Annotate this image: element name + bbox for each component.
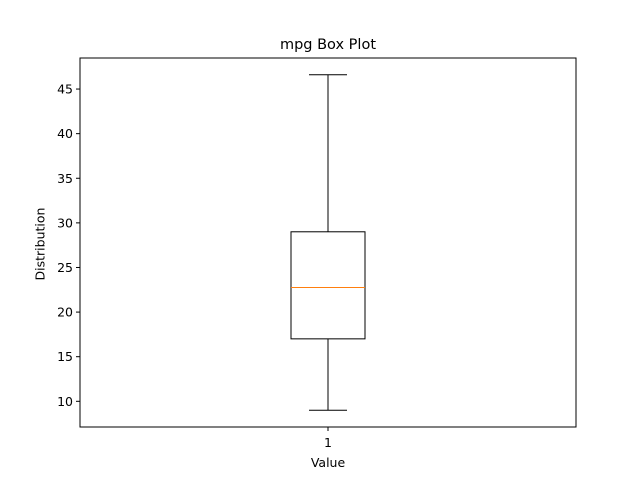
- y-tick-label: 45: [57, 82, 73, 97]
- y-axis-ticks: 10 15 20 25 30 35 40 45: [57, 82, 80, 409]
- y-tick-label: 25: [57, 260, 73, 275]
- y-axis-label: Distribution: [33, 208, 48, 281]
- chart-title: mpg Box Plot: [280, 37, 376, 53]
- x-tick-label: 1: [324, 435, 332, 450]
- iqr-box: [290, 231, 366, 340]
- y-tick-label: 20: [57, 305, 73, 320]
- y-tick-label: 30: [57, 215, 73, 230]
- y-tick-label: 10: [57, 394, 73, 409]
- plot-area-frame: [79, 57, 577, 428]
- y-tick-label: 35: [57, 171, 73, 186]
- y-tick-label: 15: [57, 349, 73, 364]
- x-axis-label: Value: [311, 455, 346, 470]
- box-series: [290, 74, 366, 411]
- x-axis-ticks: 1: [324, 427, 332, 450]
- y-tick-label: 40: [57, 126, 73, 141]
